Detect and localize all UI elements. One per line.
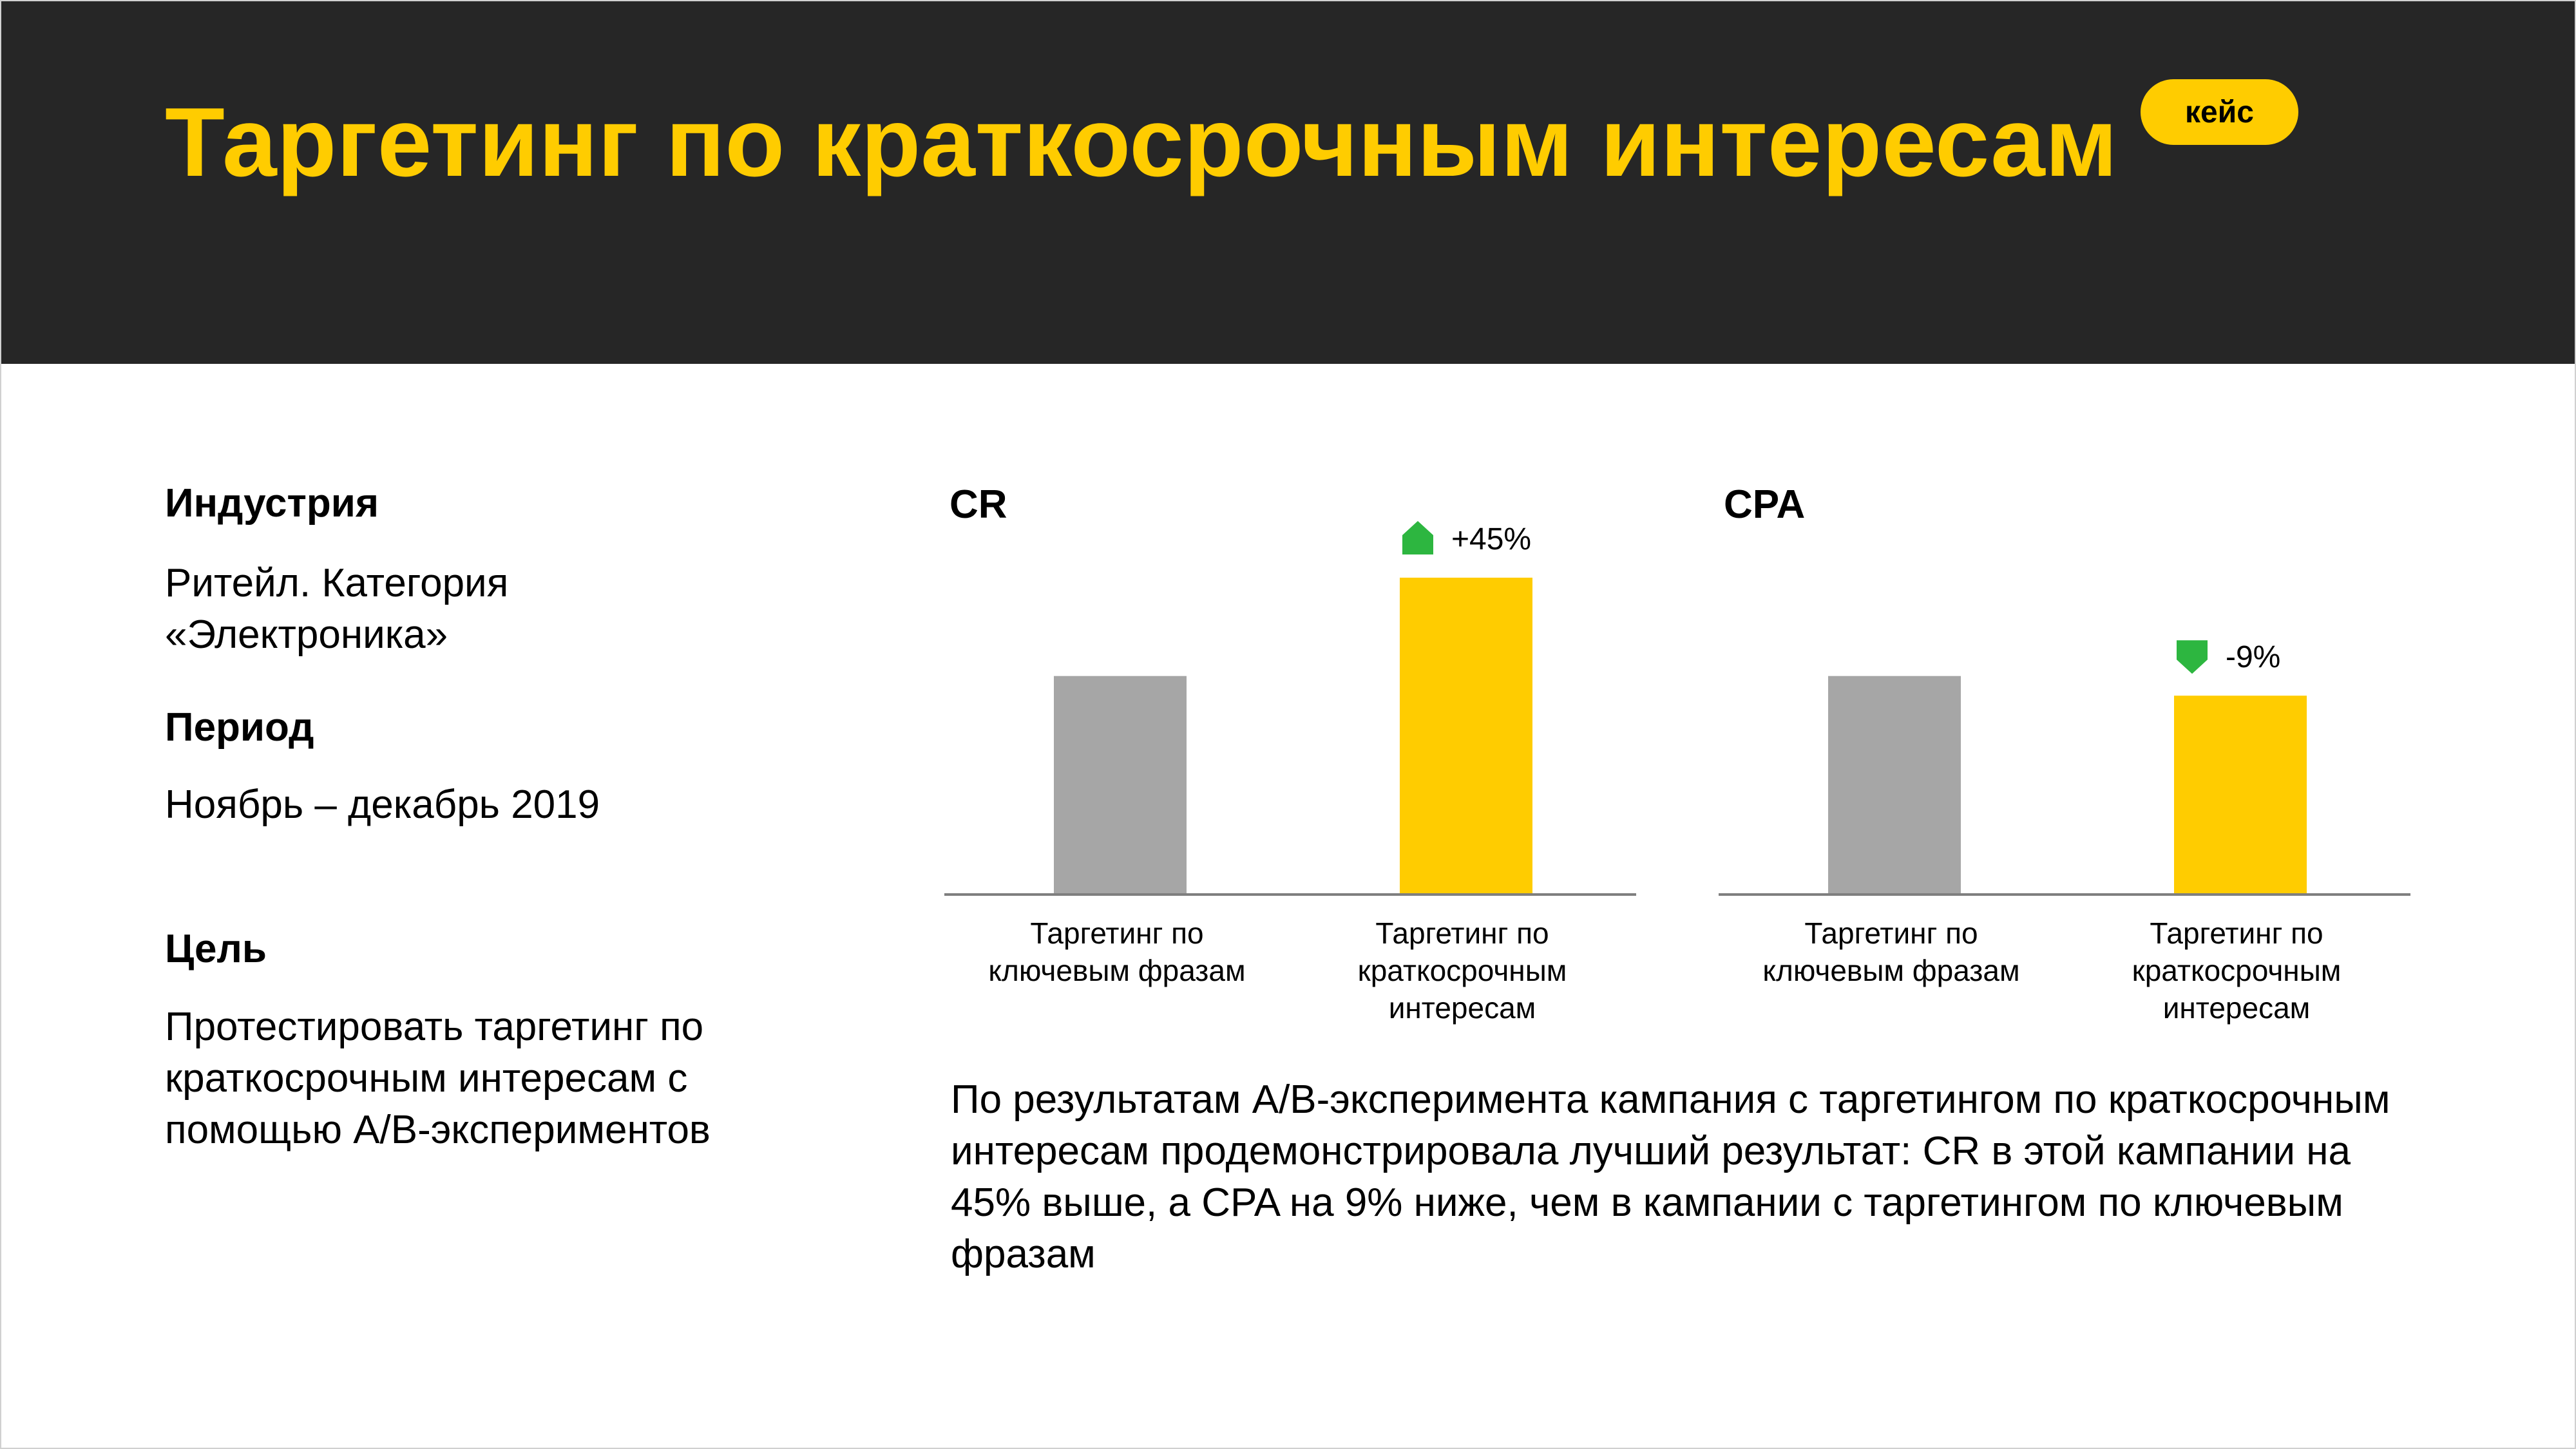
goal-label: Цель xyxy=(165,927,267,971)
cpa-bar-0 xyxy=(1828,676,1961,895)
goal-value: Протестировать таргетинг по краткосрочны… xyxy=(165,1001,711,1156)
summary-text: По результатам A/B-эксперимента кампания… xyxy=(951,1077,2390,1276)
category-label-line: ключевым фразам xyxy=(988,954,1246,987)
arrow-down-icon xyxy=(2177,640,2208,674)
cpa-chart: -9% xyxy=(1719,640,2410,896)
cpa-bar-1 xyxy=(2174,696,2307,895)
industry-value: Ритейл. Категория «Электроника» xyxy=(165,558,508,661)
case-badge: кейс xyxy=(2141,79,2298,145)
period-value: Ноябрь – декабрь 2019 xyxy=(165,782,600,827)
category-label-line: интересам xyxy=(2162,991,2311,1025)
chart-title-cpa: CPA xyxy=(1724,482,1806,527)
page-title: Таргетинг по краткосрочным интересам xyxy=(165,88,2118,197)
category-label-line: краткосрочным xyxy=(2132,954,2342,987)
category-label-line: Таргетинг по xyxy=(1804,916,1978,950)
category-label-line: интересам xyxy=(1388,991,1536,1025)
period-label: Период xyxy=(165,705,314,750)
chart-title-cr: CR xyxy=(949,482,1007,527)
category-label-line: Таргетинг по xyxy=(1030,916,1204,950)
goal-value-line: помощью A/B-экспериментов xyxy=(165,1108,711,1152)
goal-value-line: краткосрочным интересам с xyxy=(165,1056,688,1101)
cpa-change-label: -9% xyxy=(2226,640,2280,674)
cpa-category-label-1: Таргетинг по краткосрочным интересам xyxy=(2069,914,2404,1027)
category-label-line: Таргетинг по xyxy=(1375,916,1549,950)
cr-category-label-0: Таргетинг по ключевым фразам xyxy=(949,914,1284,989)
industry-value-line: «Электроника» xyxy=(165,612,448,657)
industry-label: Индустрия xyxy=(165,481,379,526)
cr-bar-1 xyxy=(1400,578,1532,895)
cr-bar-0 xyxy=(1054,676,1187,895)
header-bar xyxy=(1,1,2575,364)
category-label-line: краткосрочным xyxy=(1357,954,1567,987)
industry-value-line: Ритейл. Категория xyxy=(165,561,509,605)
goal-value-line: Протестировать таргетинг по xyxy=(165,1005,704,1049)
cr-change-label: +45% xyxy=(1451,522,1531,556)
category-label-line: Таргетинг по xyxy=(2150,916,2323,950)
arrow-up-icon xyxy=(1402,521,1433,554)
category-label-line: ключевым фразам xyxy=(1762,954,2020,987)
cr-chart: +45% xyxy=(944,521,1636,896)
cr-category-label-1: Таргетинг по краткосрочным интересам xyxy=(1295,914,1630,1027)
cpa-category-label-0: Таргетинг по ключевым фразам xyxy=(1724,914,2059,989)
